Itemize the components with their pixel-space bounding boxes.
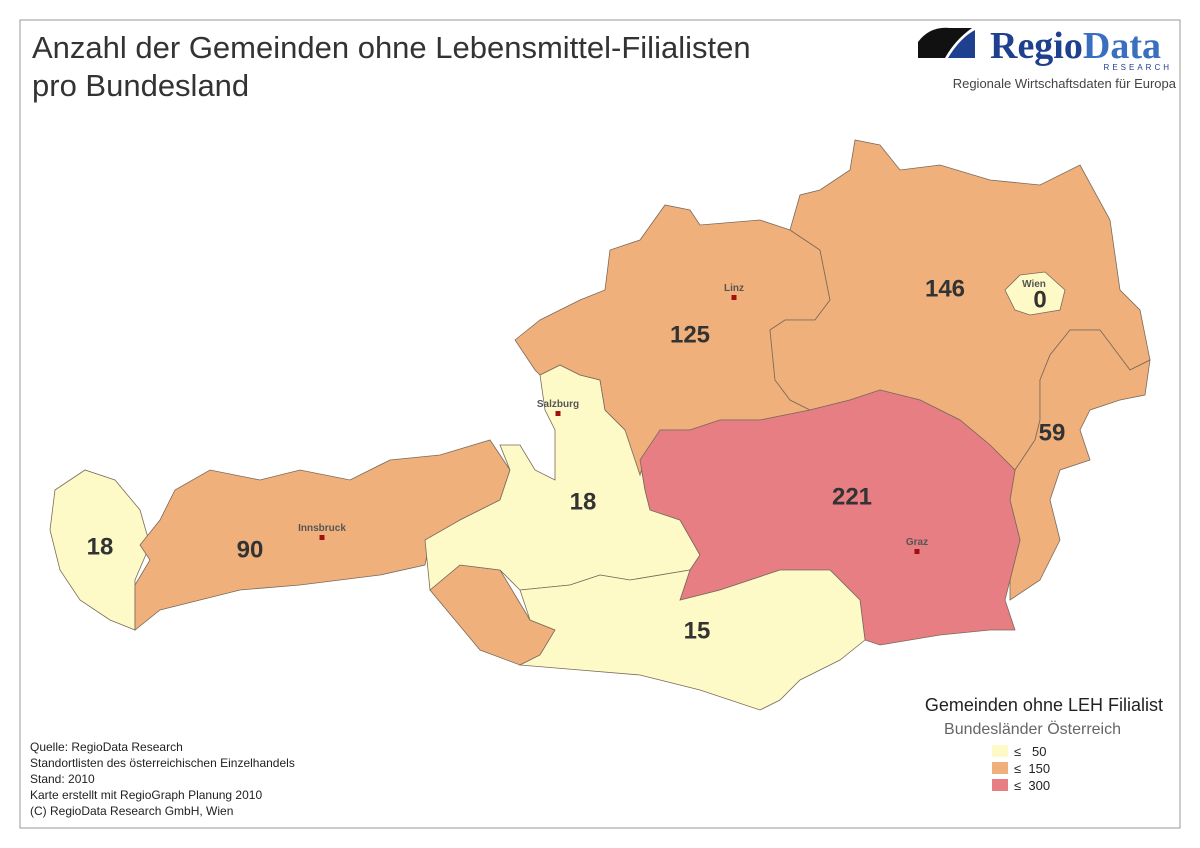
region-value: 59 <box>1039 419 1066 446</box>
city-marker <box>914 549 920 554</box>
legend-label: ≤ 50 <box>1014 744 1046 759</box>
city-label: Wien <box>1022 279 1046 290</box>
logo-mark <box>918 27 972 58</box>
logo-mark <box>948 30 975 58</box>
region-value: 18 <box>87 533 114 560</box>
city-label: Graz <box>906 537 928 548</box>
region-value: 125 <box>670 321 710 348</box>
legend-label: ≤ 300 <box>1014 778 1050 793</box>
source-line: Standortlisten des österreichischen Einz… <box>30 756 295 770</box>
source-line: Karte erstellt mit RegioGraph Planung 20… <box>30 788 262 802</box>
region-value: 0 <box>1033 286 1046 313</box>
region <box>1004 271 1066 316</box>
city-marker <box>555 411 561 416</box>
legend-swatch <box>992 779 1008 791</box>
region <box>518 569 866 711</box>
region-value: 18 <box>570 488 597 515</box>
title: Anzahl der Gemeinden ohne Lebensmittel-F… <box>32 30 751 65</box>
legend-swatch <box>992 745 1008 757</box>
logo: RegioData RESEARCH Regionale Wirtschafts… <box>918 25 1177 91</box>
legend-label: ≤ 150 <box>1014 761 1050 776</box>
source-line: Quelle: RegioData Research <box>30 740 183 754</box>
logo-tag: RESEARCH <box>1104 63 1172 72</box>
region-value: 15 <box>684 617 711 644</box>
title: pro Bundesland <box>32 68 249 103</box>
region-value: 146 <box>925 275 965 302</box>
logo-slogan: Regionale Wirtschaftsdaten für Europa <box>953 76 1177 91</box>
legend-title: Gemeinden ohne LEH Filialist <box>925 695 1163 715</box>
legend: Gemeinden ohne LEH Filialist Bundeslände… <box>925 695 1163 793</box>
region-value: 221 <box>832 483 872 510</box>
region <box>1009 329 1151 601</box>
city-label: Linz <box>724 283 744 294</box>
source: Quelle: RegioData Research Standortliste… <box>30 740 295 818</box>
city-label: Salzburg <box>537 399 579 410</box>
labels: 18 90 18 125 146 0 59 221 15 Linz Salzburg Innsbruc… <box>87 275 1066 644</box>
source-line: (C) RegioData Research GmbH, Wien <box>30 804 233 818</box>
logo-text: RegioData <box>990 25 1161 67</box>
source-line: Stand: 2010 <box>30 772 95 786</box>
city-marker <box>319 535 325 540</box>
region-value: 90 <box>237 536 264 563</box>
legend-swatch <box>992 762 1008 774</box>
legend-subtitle: Bundesländer Österreich <box>944 720 1121 738</box>
city-label: Innsbruck <box>298 523 346 534</box>
city-marker <box>731 295 737 300</box>
